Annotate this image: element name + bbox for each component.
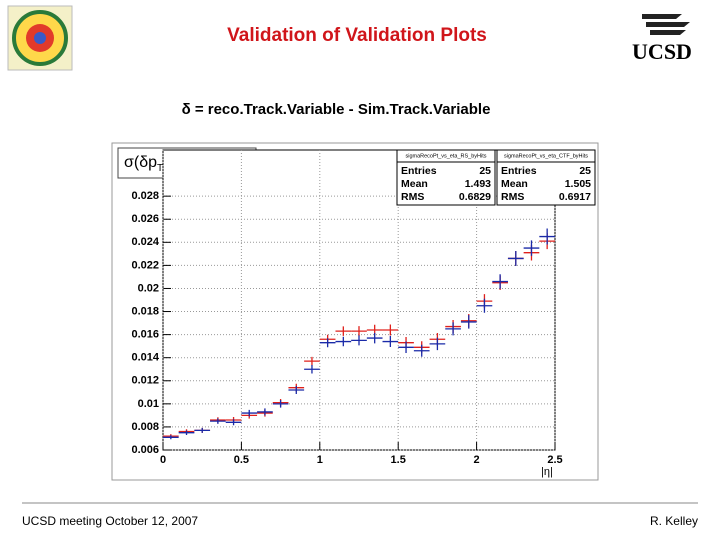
bin-marker <box>272 400 289 408</box>
plot-frame <box>162 149 556 451</box>
bin-marker <box>194 427 211 433</box>
bin-marker <box>445 322 461 336</box>
ucsd-logo: UCSD <box>632 14 692 64</box>
plot-title-part: T <box>157 163 163 174</box>
stats-label: RMS <box>401 191 424 203</box>
y-tick-label: 0.012 <box>131 375 159 387</box>
slide-title: Validation of Validation Plots <box>227 25 487 46</box>
stats-label: Mean <box>501 178 528 190</box>
bin-marker <box>382 336 399 348</box>
stats-value: 25 <box>579 165 591 177</box>
x-tick-label: 0 <box>160 454 166 466</box>
bin-marker <box>398 341 414 354</box>
bin-marker <box>304 356 320 366</box>
y-tick-label: 0.028 <box>131 190 159 202</box>
bin-marker <box>366 332 383 344</box>
x-axis-label: |η| <box>541 466 553 478</box>
bin-marker <box>460 315 477 329</box>
bin-marker <box>539 228 555 245</box>
bin-marker <box>241 409 258 417</box>
footer-right: R. Kelley <box>650 514 698 528</box>
y-tick-label: 0.024 <box>131 236 159 248</box>
stats-label: RMS <box>501 191 524 203</box>
bin-marker <box>288 386 305 394</box>
y-tick-label: 0.006 <box>131 444 159 456</box>
footer-left: UCSD meeting October 12, 2007 <box>22 514 198 528</box>
bin-marker <box>335 336 352 347</box>
bin-marker <box>210 418 226 424</box>
stats-box <box>496 149 596 206</box>
bin-marker <box>319 338 336 348</box>
plot-title-part: σ(δp <box>124 154 157 171</box>
bin-marker <box>476 298 493 313</box>
y-tick-label: 0.022 <box>131 259 159 271</box>
bin-marker <box>351 326 367 337</box>
y-tick-label: 0.014 <box>131 352 159 364</box>
bin-marker <box>225 419 242 426</box>
y-tick-label: 0.008 <box>131 421 159 433</box>
stats-value: 25 <box>479 165 491 177</box>
x-tick-label: 2 <box>474 454 480 466</box>
experiment-logo <box>7 5 73 71</box>
slide-subtitle: δ = reco.Track.Variable - Sim.Track.Vari… <box>182 101 491 118</box>
stats-value: 0.6917 <box>559 191 591 203</box>
stats-label: Entries <box>501 165 537 177</box>
stats-value: 0.6829 <box>459 191 491 203</box>
bin-marker <box>507 250 524 266</box>
stats-name: sigmaRecoPt_vs_eta_CTF_byHits <box>504 153 588 159</box>
y-tick-label: 0.02 <box>138 282 159 294</box>
bin-marker <box>492 274 508 289</box>
stats-name: sigmaRecoPt_vs_eta_RS_byHits <box>405 153 486 159</box>
bin-marker <box>413 344 430 357</box>
bin-marker <box>335 326 352 336</box>
stats-label: Mean <box>401 178 428 190</box>
bin-marker <box>382 324 399 336</box>
bin-marker <box>257 408 273 416</box>
plot-area: 0.006 0.008 0.01 0.012 0.014 0.016 0.018 0.02 0.… <box>131 149 596 478</box>
logo-text: UCSD <box>632 39 692 64</box>
stats-box <box>396 149 496 206</box>
stats-value: 1.493 <box>465 178 491 190</box>
y-tick-label: 0.018 <box>131 305 159 317</box>
y-tick-label: 0.016 <box>131 329 159 341</box>
x-tick-label: 0.5 <box>234 454 249 466</box>
bin-marker <box>351 335 367 346</box>
y-tick-label: 0.026 <box>131 213 159 225</box>
bin-marker <box>304 364 320 374</box>
y-tick-label: 0.01 <box>138 398 159 410</box>
bin-marker <box>523 240 540 256</box>
x-tick-label: 1.5 <box>391 454 406 466</box>
x-tick-label: 1 <box>317 454 323 466</box>
stats-value: 1.505 <box>565 178 591 190</box>
x-tick-label: 2.5 <box>547 454 562 466</box>
bin-marker <box>163 435 179 440</box>
stats-label: Entries <box>401 165 437 177</box>
bin-marker <box>178 430 195 435</box>
bin-marker <box>429 337 446 351</box>
